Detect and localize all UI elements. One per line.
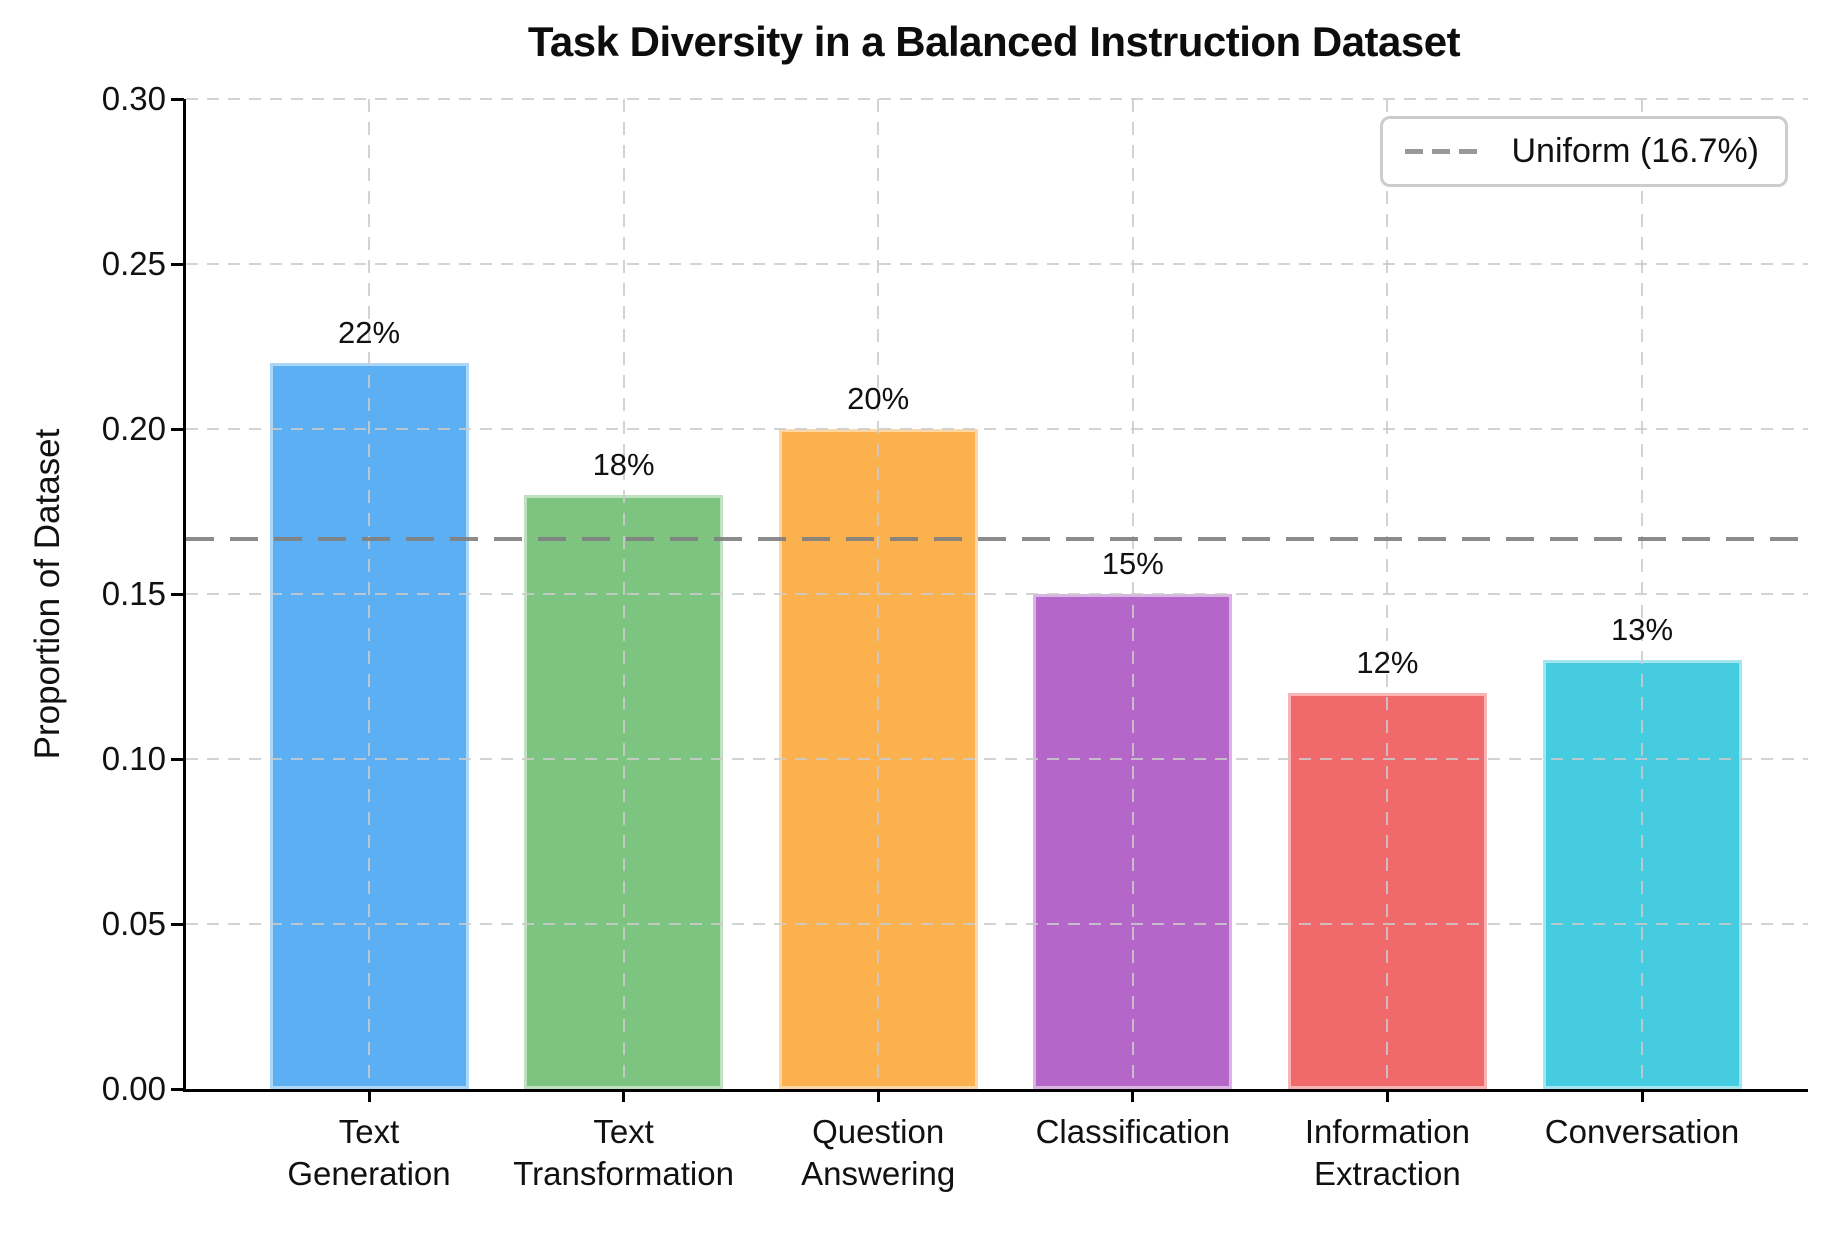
y-tick-mark	[171, 427, 184, 431]
bar-value-label: 12%	[1356, 645, 1419, 680]
x-tick-mark	[1131, 1089, 1135, 1102]
x-tick-mark	[876, 1089, 880, 1102]
bar-value-label: 13%	[1610, 612, 1674, 647]
y-tick-mark	[171, 262, 184, 266]
y-tick-label: 0.15	[101, 575, 166, 612]
legend: Uniform (16.7%)	[1380, 116, 1788, 187]
x-tick-mark	[1385, 1089, 1389, 1102]
y-tick-mark	[171, 757, 184, 761]
vertical-gridline	[877, 99, 880, 1089]
dashed-line-legend-swatch	[1405, 149, 1486, 154]
vertical-gridline	[1641, 99, 1643, 1089]
vertical-gridline	[368, 99, 370, 1089]
y-tick-mark	[171, 1087, 184, 1091]
y-tick-mark	[171, 592, 184, 596]
horizontal-gridline	[186, 758, 1808, 760]
y-tick-label: 0.05	[101, 905, 166, 942]
bar-value-label: 22%	[337, 315, 401, 350]
horizontal-gridline	[186, 263, 1808, 265]
bar-value-label: 18%	[592, 447, 655, 482]
x-tick-mark	[1640, 1089, 1644, 1102]
y-tick-label: 0.30	[101, 80, 166, 117]
legend-label: Uniform (16.7%)	[1511, 132, 1759, 170]
plot-area: 0.00 0.05 0.10 0.15 0.20 0.25 0.30 22% Text Gene…	[102, 82, 1808, 1192]
x-tick-label: Conversation	[1544, 1113, 1740, 1150]
y-tick-label: 0.20	[101, 410, 166, 447]
bar-value-label: 20%	[847, 381, 910, 416]
horizontal-gridline	[186, 428, 1808, 430]
x-tick-label: Information Extraction	[1304, 1113, 1470, 1192]
y-tick-label: 0.10	[101, 740, 166, 777]
x-tick-label: Text Transformation	[513, 1113, 734, 1192]
bar-value-label: 15%	[1101, 546, 1164, 581]
chart-title: Task Diversity in a Balanced Instruction…	[527, 18, 1461, 65]
vertical-gridline	[1386, 99, 1389, 1089]
y-tick-label: 0.00	[101, 1070, 166, 1107]
horizontal-gridline	[186, 98, 1808, 100]
x-tick-mark	[622, 1089, 626, 1102]
x-tick-mark	[367, 1089, 371, 1102]
uniform-reference-line	[186, 536, 1808, 541]
x-tick-label: Question Answering	[801, 1113, 956, 1192]
horizontal-gridline	[186, 923, 1808, 925]
x-tick-label: Text Generation	[287, 1113, 451, 1192]
x-tick-label: Classification	[1035, 1113, 1230, 1150]
vertical-gridline	[1131, 99, 1134, 1089]
y-tick-label: 0.25	[101, 245, 166, 282]
vertical-gridline	[622, 99, 625, 1089]
y-tick-mark	[171, 922, 184, 926]
y-tick-mark	[171, 97, 184, 101]
horizontal-gridline	[186, 593, 1808, 595]
